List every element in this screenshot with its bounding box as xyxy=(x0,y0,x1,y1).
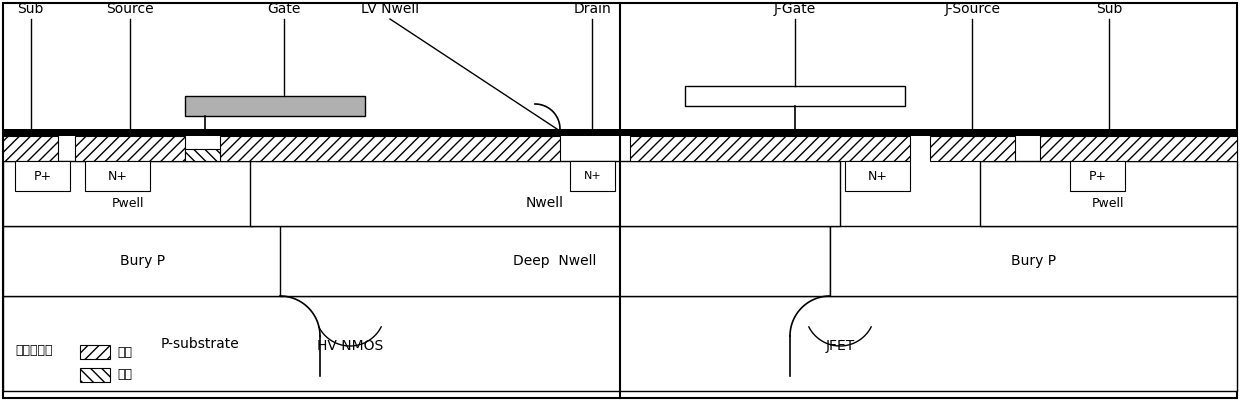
Text: N+: N+ xyxy=(868,170,888,182)
Bar xyxy=(15,161,69,191)
Text: Sub: Sub xyxy=(17,2,43,16)
Bar xyxy=(630,136,910,161)
Text: 削氧: 削氧 xyxy=(117,369,131,381)
Bar xyxy=(280,226,830,296)
Text: JFET: JFET xyxy=(826,339,854,353)
Bar xyxy=(1070,161,1125,191)
Text: P+: P+ xyxy=(1089,170,1106,182)
Text: J-Gate: J-Gate xyxy=(774,2,816,16)
Text: Pwell: Pwell xyxy=(1092,197,1125,210)
Bar xyxy=(2,296,1238,391)
Bar xyxy=(2,129,1238,136)
Text: Sub: Sub xyxy=(1096,2,1122,16)
Bar xyxy=(86,161,150,191)
Bar xyxy=(2,161,253,226)
Bar xyxy=(2,226,283,296)
Bar xyxy=(250,161,839,226)
Text: N+: N+ xyxy=(108,170,128,182)
Text: HV NMOS: HV NMOS xyxy=(317,339,383,353)
Bar xyxy=(2,136,58,161)
Text: Drain: Drain xyxy=(574,2,611,16)
Text: P+: P+ xyxy=(33,170,52,182)
Text: 附加说明：: 附加说明： xyxy=(15,344,52,356)
Text: Deep  Nwell: Deep Nwell xyxy=(513,254,596,268)
Text: Bury P: Bury P xyxy=(120,254,166,268)
Text: Nwell: Nwell xyxy=(526,196,564,210)
Text: P-substrate: P-substrate xyxy=(161,336,239,350)
Bar xyxy=(830,226,1238,296)
Text: 场氧: 场氧 xyxy=(117,346,131,358)
Text: Pwell: Pwell xyxy=(112,197,144,210)
Bar xyxy=(219,136,560,161)
Text: Bury P: Bury P xyxy=(1011,254,1056,268)
Text: N+: N+ xyxy=(584,171,601,181)
Bar xyxy=(844,161,910,191)
Bar xyxy=(684,86,905,106)
Bar xyxy=(185,149,219,161)
Text: Gate: Gate xyxy=(268,2,300,16)
Bar xyxy=(185,96,365,116)
Bar xyxy=(1040,136,1238,161)
Text: Source: Source xyxy=(107,2,154,16)
Bar xyxy=(74,136,185,161)
Bar xyxy=(81,368,110,382)
Text: LV Nwell: LV Nwell xyxy=(361,2,419,16)
Bar xyxy=(81,345,110,359)
Text: J-Source: J-Source xyxy=(945,2,1001,16)
Bar xyxy=(930,136,1016,161)
Bar xyxy=(570,161,615,191)
Bar xyxy=(980,161,1238,226)
